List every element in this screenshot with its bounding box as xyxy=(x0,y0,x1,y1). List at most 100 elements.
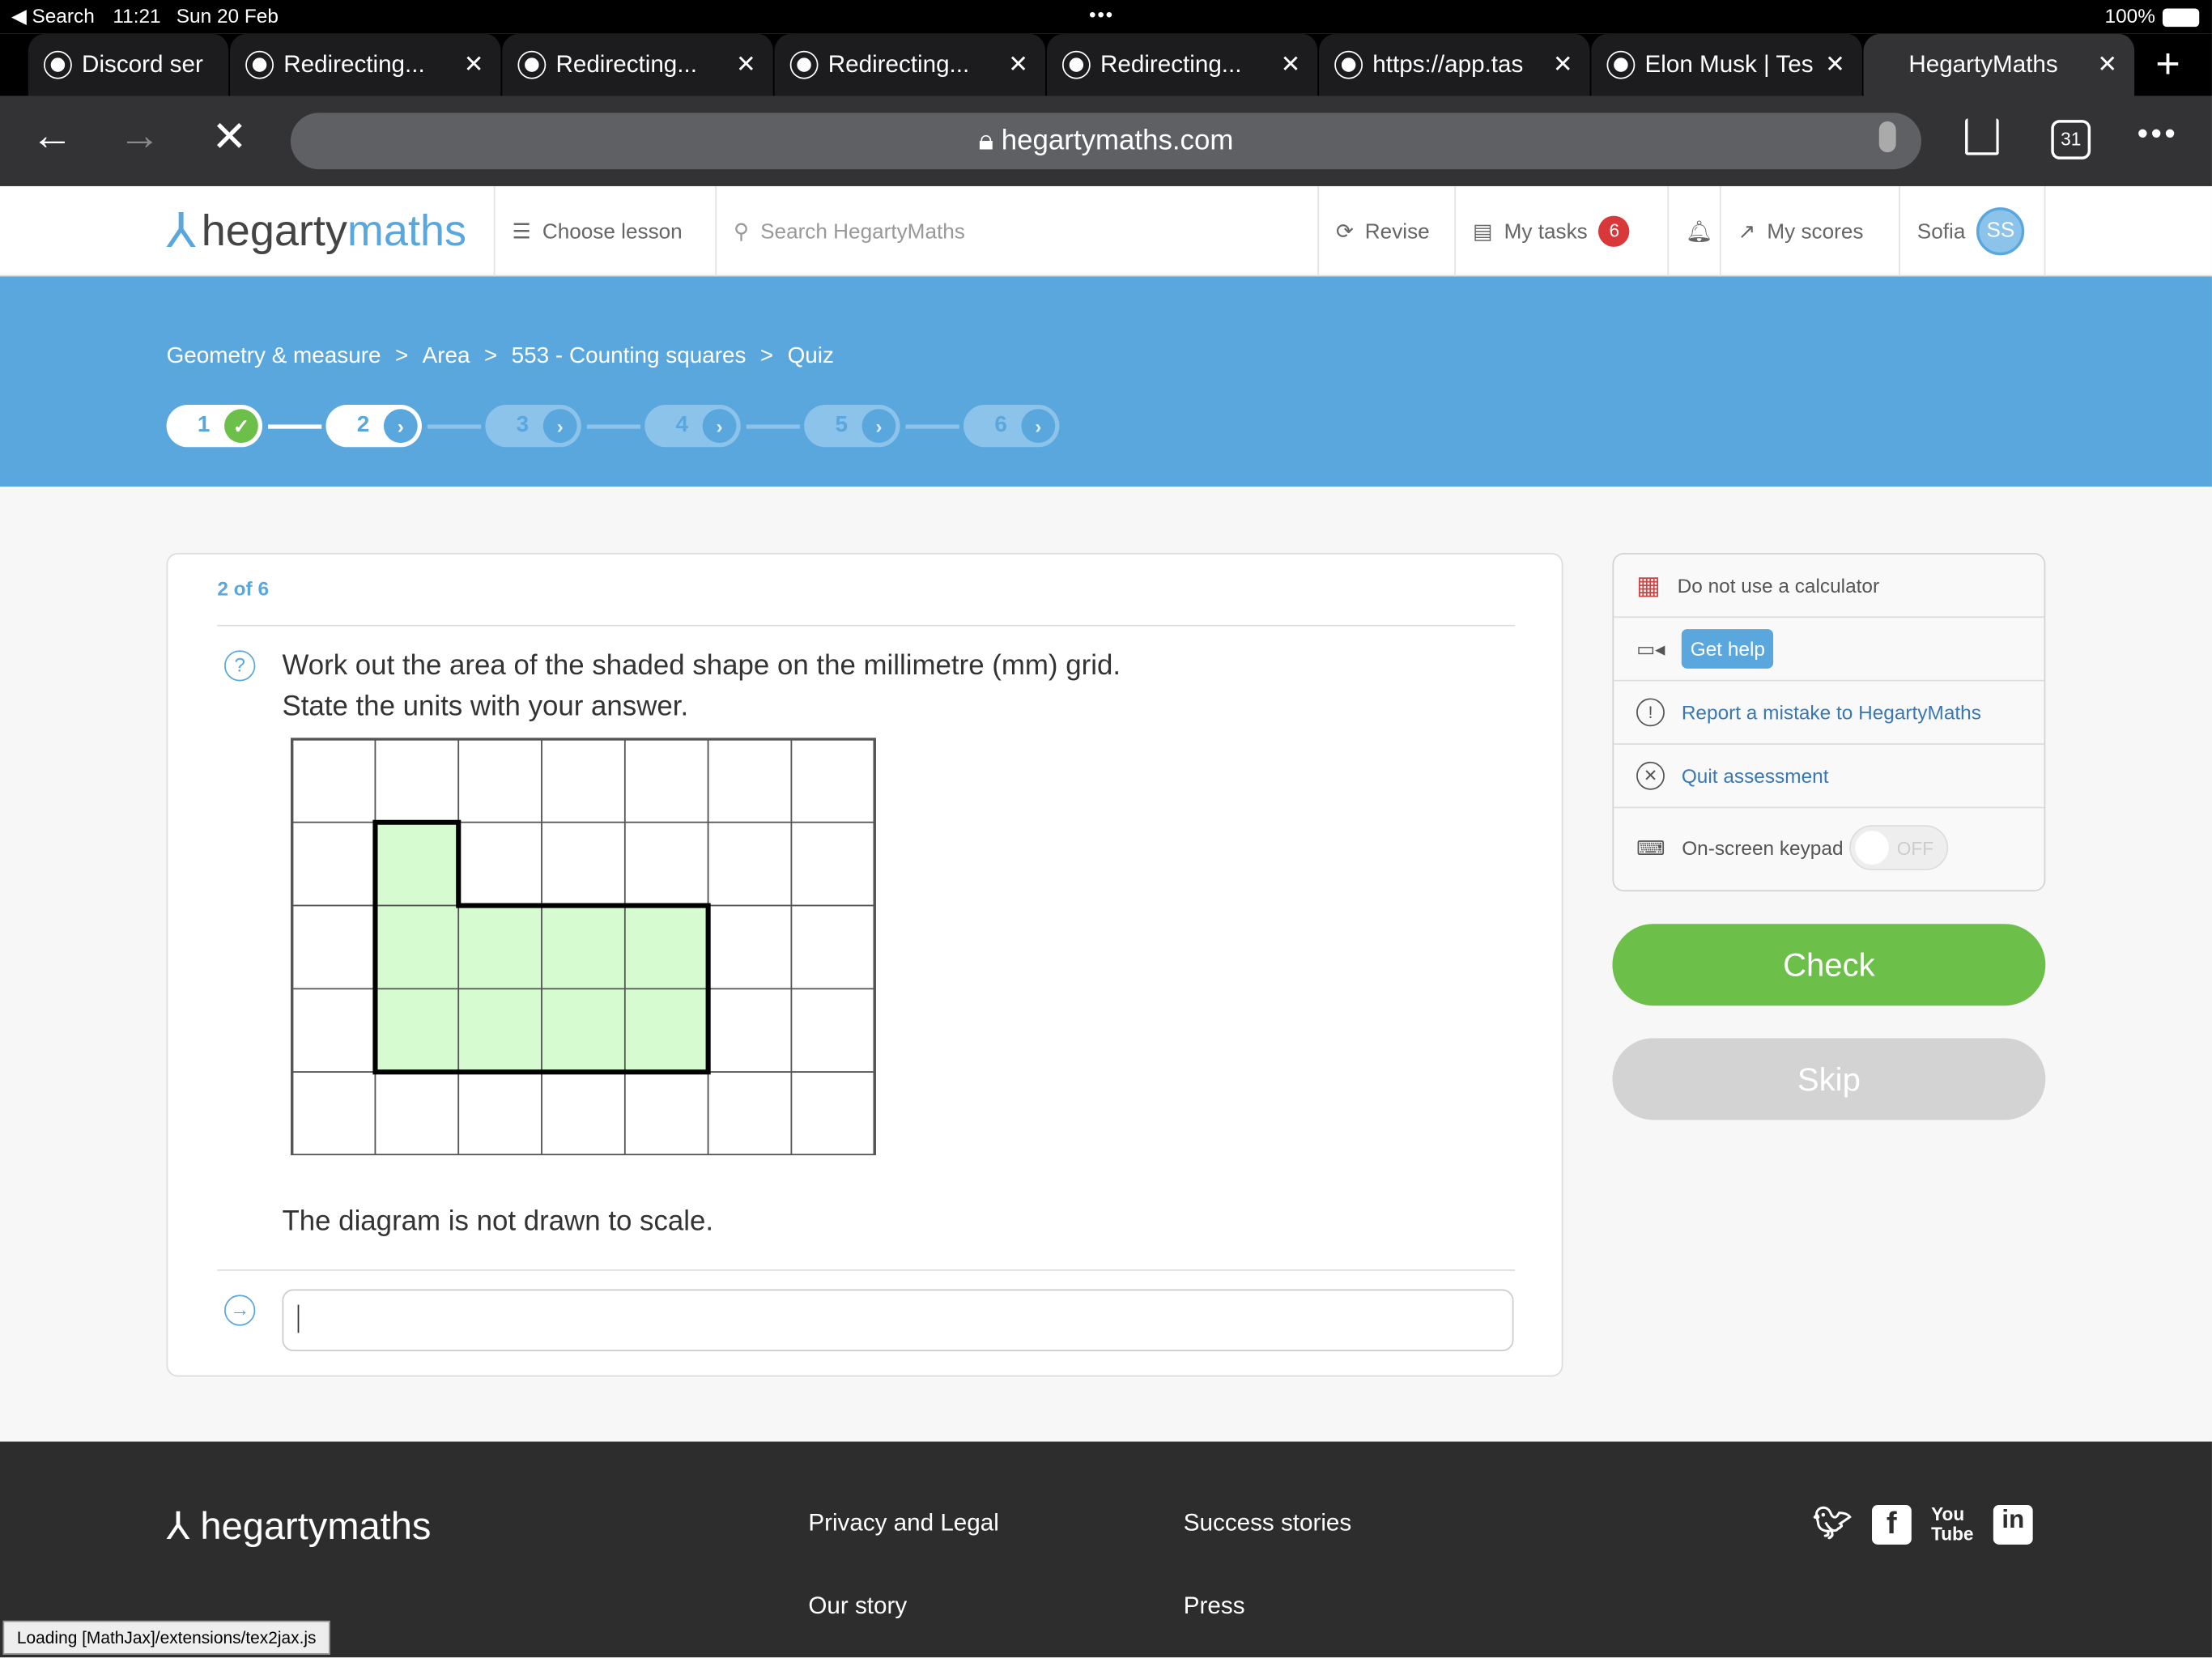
breadcrumb-item[interactable]: Area xyxy=(422,344,470,368)
question-line: Work out the area of the shaded shape on… xyxy=(282,650,1121,682)
step-1[interactable]: 1 ✓ xyxy=(166,405,263,448)
revise-button[interactable]: ⟳ Revise xyxy=(1317,185,1456,277)
alert-icon: ! xyxy=(1636,698,1665,727)
search-input[interactable]: ⚲ Search HegartyMaths xyxy=(715,185,1317,277)
social-links: 🐦︎ f You Tube in xyxy=(1812,1503,2033,1545)
quit-row[interactable]: ✕ Quit assessment xyxy=(1614,745,2044,809)
question-counter: 2 of 6 xyxy=(217,576,270,600)
report-mistake-link[interactable]: Report a mistake to HegartyMaths xyxy=(1681,700,1981,724)
linkedin-icon[interactable]: in xyxy=(1993,1505,2033,1545)
clipboard-icon: ▤ xyxy=(1472,219,1493,244)
search-placeholder: Search HegartyMaths xyxy=(760,219,965,244)
close-tab-icon[interactable]: ✕ xyxy=(463,50,484,78)
grid-cell xyxy=(707,738,793,823)
globe-icon xyxy=(1061,50,1091,79)
step-6[interactable]: 6 › xyxy=(963,405,1060,448)
close-tab-icon[interactable]: ✕ xyxy=(1280,50,1301,78)
choose-lesson-button[interactable]: ☰ Choose lesson xyxy=(493,185,717,277)
youtube-icon[interactable]: You Tube xyxy=(1931,1503,1974,1545)
step-connector xyxy=(905,424,959,429)
back-to-search[interactable]: ◀ Search xyxy=(11,4,95,28)
new-tab-icon[interactable]: + xyxy=(2155,40,2180,88)
my-scores-button[interactable]: ↗ My scores xyxy=(1719,185,1900,277)
chevron-right-icon: › xyxy=(1021,409,1056,444)
tab[interactable]: Discord ser xyxy=(28,33,230,96)
lock-icon: 🔒︎ xyxy=(978,125,1002,157)
breadcrumb-item[interactable]: 553 - Counting squares xyxy=(511,344,747,368)
footer-logo[interactable]: ⅄ hegartymaths xyxy=(167,1505,432,1549)
close-tab-icon[interactable]: ✕ xyxy=(2097,50,2118,78)
footer-link-privacy[interactable]: Privacy and Legal xyxy=(808,1509,999,1537)
bell-icon: 🔔︎ xyxy=(1686,219,1713,244)
close-tab-icon[interactable]: ✕ xyxy=(1008,50,1029,78)
stop-icon[interactable]: ✕ xyxy=(211,114,248,161)
search-icon: ⚲ xyxy=(733,219,750,244)
step-connector xyxy=(746,424,800,429)
logo-text-b: maths xyxy=(347,206,467,256)
skip-button[interactable]: Skip xyxy=(1612,1038,2046,1120)
my-tasks-button[interactable]: ▤ My tasks 6 xyxy=(1454,185,1669,277)
footer-link-story[interactable]: Our story xyxy=(808,1592,908,1620)
step-5[interactable]: 5 › xyxy=(804,405,900,448)
tab[interactable]: Elon Musk | Tes ✕ xyxy=(1591,33,1864,96)
tab[interactable]: Redirecting... ✕ xyxy=(1046,33,1320,96)
keypad-toggle[interactable]: OFF xyxy=(1848,825,1948,870)
tabs-count-button[interactable]: 31 xyxy=(2051,120,2091,159)
footer: ⅄ hegartymaths Privacy and Legal Success… xyxy=(0,1441,2212,1658)
get-help-button[interactable]: Get help xyxy=(1682,629,1774,669)
breadcrumb-item[interactable]: Geometry & measure xyxy=(166,344,381,368)
share-icon[interactable] xyxy=(1965,118,1999,155)
site-nav: ⅄ hegarty maths ☰ Choose lesson ⚲ Search Heg… xyxy=(0,185,2212,277)
lesson-icon: ☰ xyxy=(512,219,531,244)
forward-icon[interactable]: → xyxy=(118,113,161,159)
tab-active[interactable]: HegartyMaths ✕ xyxy=(1863,33,2136,96)
close-tab-icon[interactable]: ✕ xyxy=(736,50,756,78)
grid-cell xyxy=(374,1071,460,1155)
url-field[interactable]: 🔒︎ hegartymaths.com xyxy=(290,113,1922,170)
compass-logo-icon: ⅄ xyxy=(166,204,196,258)
step-2[interactable]: 2 › xyxy=(325,405,422,448)
hegartymaths-logo[interactable]: ⅄ hegarty maths xyxy=(167,203,466,260)
grid-cell xyxy=(707,821,793,907)
step-number: 1 xyxy=(197,413,211,438)
tab[interactable]: Redirecting... ✕ xyxy=(774,33,1047,96)
more-icon[interactable]: ••• xyxy=(2137,115,2179,151)
footer-link-success[interactable]: Success stories xyxy=(1183,1509,1352,1537)
tab[interactable]: https://app.tas ✕ xyxy=(1319,33,1592,96)
shaded-cell xyxy=(541,904,626,990)
answer-input[interactable] xyxy=(282,1289,1514,1352)
logo-text-a: hegarty xyxy=(201,206,347,256)
address-toolbar: ← → ✕ 🔒︎ hegartymaths.com 31 ••• xyxy=(0,96,2212,186)
multitask-dots-icon[interactable]: ••• xyxy=(1089,2,1114,26)
text-cursor xyxy=(297,1304,307,1333)
quit-assessment-link[interactable]: Quit assessment xyxy=(1681,764,1829,788)
shaded-cell xyxy=(374,821,460,907)
grid-cell xyxy=(541,738,626,823)
footer-link-press[interactable]: Press xyxy=(1183,1592,1245,1620)
step-number: 4 xyxy=(675,413,689,438)
check-button[interactable]: Check xyxy=(1612,924,2046,1006)
my-tasks-label: My tasks xyxy=(1504,219,1588,244)
close-tab-icon[interactable]: ✕ xyxy=(1552,50,1573,78)
twitter-icon[interactable]: 🐦︎ xyxy=(1812,1505,1853,1541)
tab-title: Discord ser xyxy=(82,50,203,78)
user-menu[interactable]: Sofia SS xyxy=(1899,185,2046,277)
lesson-banner: Geometry & measure > Area > 553 - Counting… xyxy=(0,276,2212,487)
grid-cell xyxy=(291,904,376,990)
tab[interactable]: Redirecting... ✕ xyxy=(502,33,775,96)
grid-cell xyxy=(374,738,460,823)
report-row[interactable]: ! Report a mistake to HegartyMaths xyxy=(1614,682,2044,745)
notifications-button[interactable]: 🔔︎ xyxy=(1667,185,1721,277)
chevron-right-icon: › xyxy=(383,409,418,444)
grid-cell xyxy=(291,1071,376,1155)
tab[interactable]: Redirecting... ✕ xyxy=(229,33,503,96)
step-number: 5 xyxy=(835,413,848,438)
close-tab-icon[interactable]: ✕ xyxy=(1825,50,1845,78)
microphone-icon[interactable] xyxy=(1878,121,1896,153)
step-3[interactable]: 3 › xyxy=(485,405,581,448)
facebook-icon[interactable]: f xyxy=(1871,1505,1912,1545)
breadcrumb: Geometry & measure > Area > 553 - Counting… xyxy=(167,344,834,369)
step-4[interactable]: 4 › xyxy=(644,405,741,448)
back-icon[interactable]: ← xyxy=(31,113,74,159)
